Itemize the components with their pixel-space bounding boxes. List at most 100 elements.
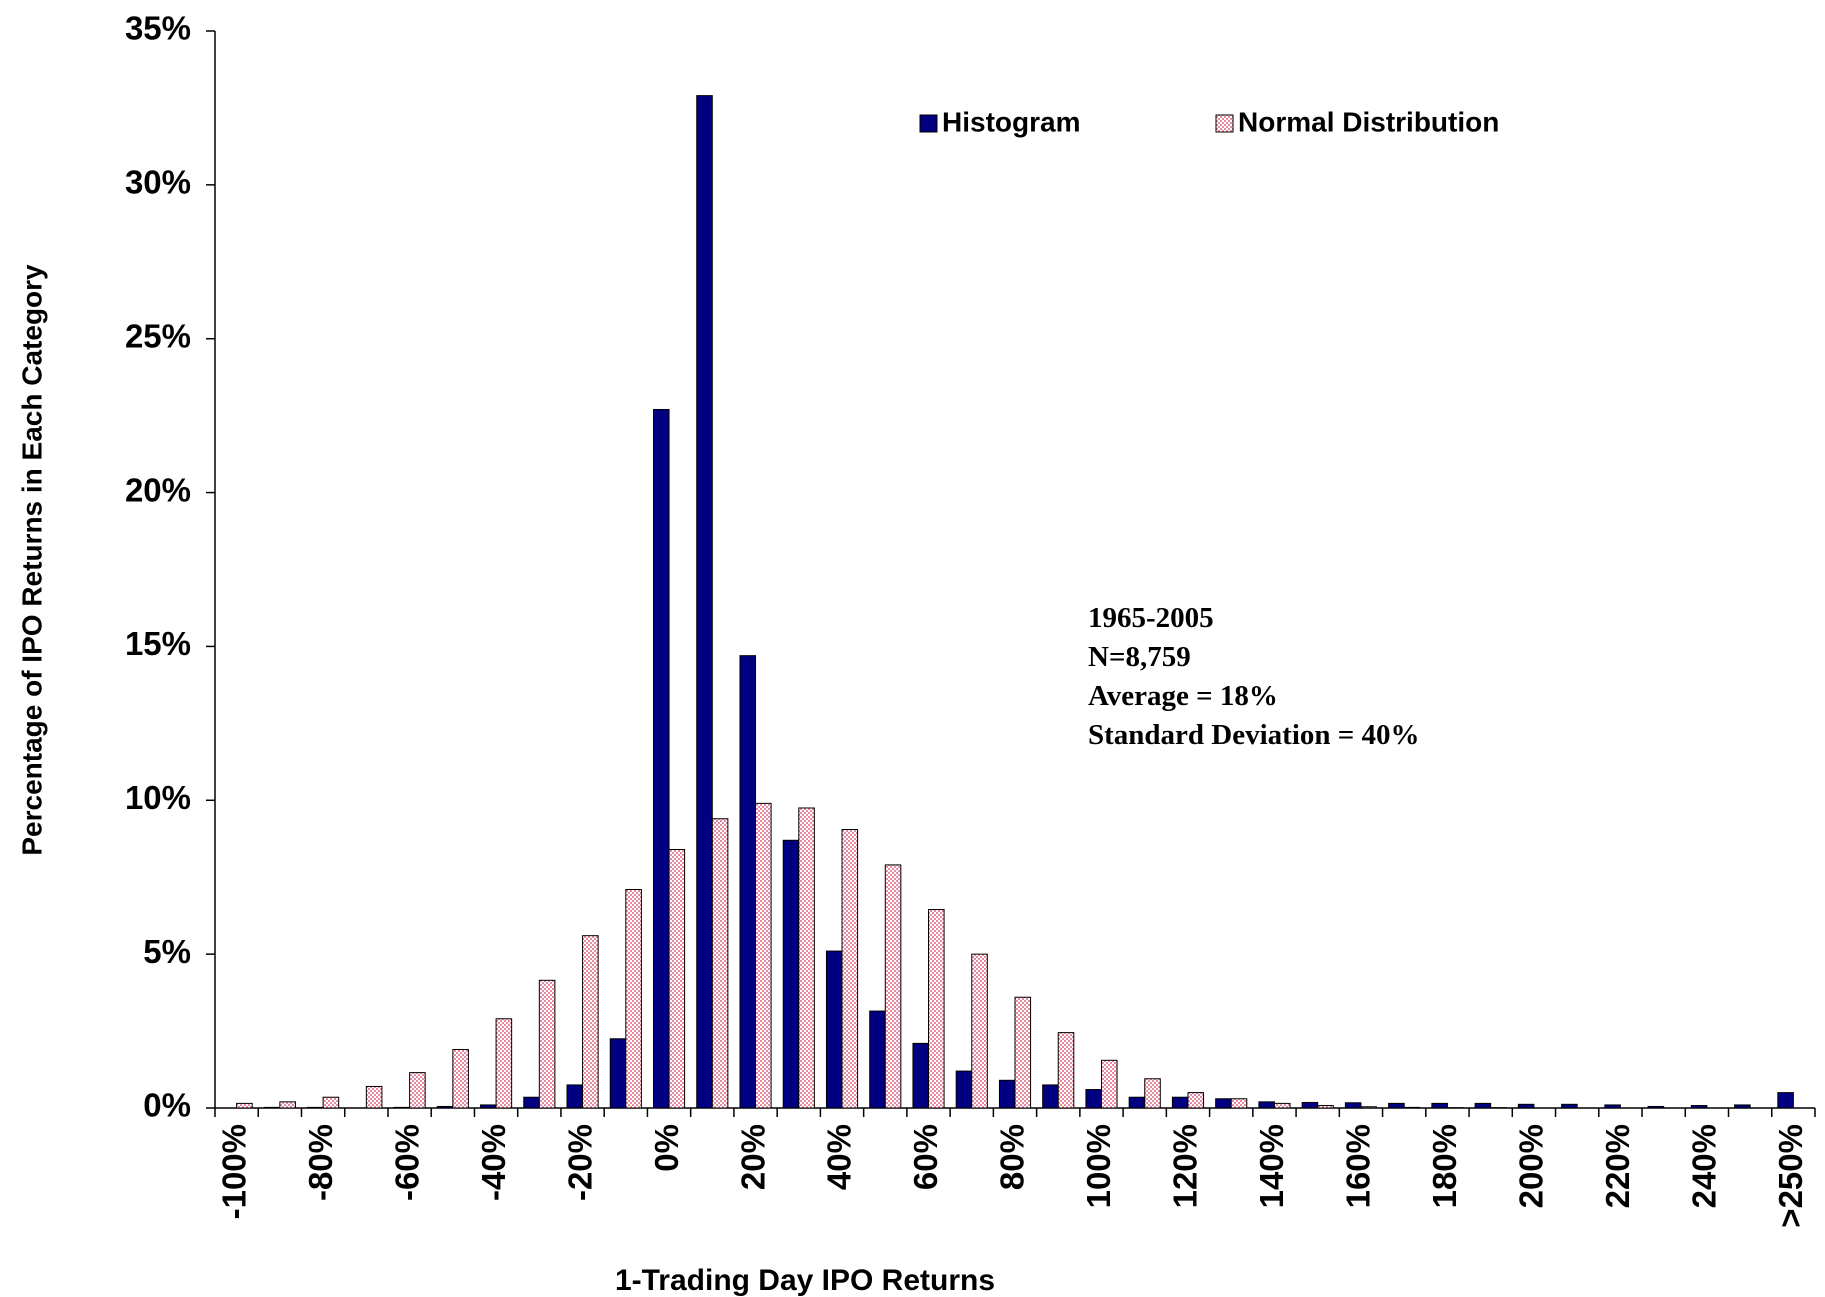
annotation: Standard Deviation = 40% xyxy=(1088,719,1420,751)
bar xyxy=(798,807,815,1109)
y-tick-label: 15% xyxy=(125,625,191,662)
y-tick-label: 5% xyxy=(143,933,191,970)
x-tick-label: -40% xyxy=(475,1124,512,1201)
bar xyxy=(1344,1102,1362,1109)
bar xyxy=(495,1018,513,1109)
bar xyxy=(1388,1102,1405,1109)
x-tick-label: 140% xyxy=(1253,1124,1290,1208)
x-tick-label: 180% xyxy=(1426,1124,1463,1208)
x-tick-label: 120% xyxy=(1167,1124,1204,1208)
x-tick-label: 20% xyxy=(734,1124,771,1190)
x-tick-label: -60% xyxy=(388,1124,425,1201)
bar xyxy=(912,1042,930,1109)
bar xyxy=(1230,1098,1248,1109)
bar xyxy=(1042,1084,1059,1109)
bar xyxy=(1734,1104,1751,1109)
bar xyxy=(1215,1098,1232,1109)
y-tick-label: 30% xyxy=(125,164,191,201)
legend-label: Normal Distribution xyxy=(1238,106,1499,137)
bar xyxy=(955,1070,973,1109)
bar xyxy=(841,829,859,1109)
bar xyxy=(869,1010,886,1109)
x-axis-title: 1-Trading Day IPO Returns xyxy=(615,1264,995,1297)
bar xyxy=(480,1104,497,1109)
x-tick-label: 100% xyxy=(1080,1124,1117,1208)
y-axis-title: Percentage of IPO Returns in Each Catego… xyxy=(16,264,47,856)
bar xyxy=(236,1102,253,1109)
bar xyxy=(1431,1102,1448,1109)
bar xyxy=(1561,1103,1578,1109)
bar xyxy=(739,655,757,1109)
bar xyxy=(1014,996,1032,1109)
y-tick-label: 20% xyxy=(125,471,191,508)
x-tick-label: 80% xyxy=(994,1124,1031,1190)
bar xyxy=(582,935,599,1109)
bar xyxy=(928,909,945,1109)
bar xyxy=(322,1096,340,1109)
bar xyxy=(755,802,772,1109)
x-tick-label: 220% xyxy=(1599,1124,1636,1208)
bar xyxy=(652,408,670,1109)
annotation: N=8,759 xyxy=(1088,641,1191,673)
bar xyxy=(782,839,800,1109)
bar xyxy=(625,889,642,1109)
bar xyxy=(452,1049,469,1109)
x-tick-label: 240% xyxy=(1686,1124,1723,1208)
x-tick-label: 0% xyxy=(648,1124,685,1172)
bar xyxy=(998,1079,1016,1109)
y-tick-label: 35% xyxy=(125,10,191,47)
bar xyxy=(1273,1102,1291,1109)
bar xyxy=(1604,1104,1621,1109)
bar xyxy=(307,1106,324,1109)
bar xyxy=(1187,1092,1205,1109)
x-tick-label: 200% xyxy=(1513,1124,1550,1208)
x-tick-label: >250% xyxy=(1772,1124,1809,1228)
bar xyxy=(1085,1089,1102,1109)
x-tick-label: -80% xyxy=(302,1124,339,1201)
bar xyxy=(1258,1101,1275,1109)
annotation: Average = 18% xyxy=(1088,680,1278,712)
x-tick-label: -100% xyxy=(215,1124,252,1219)
bar xyxy=(1100,1059,1118,1109)
x-tick-label: 40% xyxy=(821,1124,858,1190)
y-tick-label: 10% xyxy=(125,779,191,816)
legend-swatch xyxy=(919,114,938,133)
bar xyxy=(1171,1096,1189,1109)
annotation: 1965-2005 xyxy=(1088,602,1214,634)
bar xyxy=(566,1084,584,1109)
bar xyxy=(884,864,902,1109)
legend-label: Histogram xyxy=(942,106,1080,137)
bar xyxy=(436,1105,454,1109)
bar xyxy=(1317,1105,1334,1109)
bar xyxy=(825,950,843,1109)
legend-swatch xyxy=(1215,114,1234,133)
bar xyxy=(1647,1105,1665,1109)
bar xyxy=(1777,1092,1794,1109)
bar xyxy=(668,849,686,1109)
bar xyxy=(696,95,713,1109)
bar xyxy=(971,953,988,1109)
bar xyxy=(609,1038,627,1109)
bar xyxy=(1474,1102,1492,1109)
y-tick-label: 0% xyxy=(143,1087,191,1124)
bar xyxy=(393,1106,411,1109)
bar xyxy=(1690,1105,1708,1109)
bar xyxy=(1144,1078,1161,1109)
bar xyxy=(365,1085,383,1109)
bar xyxy=(1057,1032,1075,1109)
x-tick-label: -20% xyxy=(561,1124,598,1201)
bar xyxy=(1517,1103,1535,1109)
y-tick-label: 25% xyxy=(125,317,191,354)
bar xyxy=(1128,1096,1146,1109)
bar xyxy=(1301,1101,1319,1109)
bar xyxy=(1403,1106,1421,1109)
bar xyxy=(409,1072,426,1109)
x-tick-label: 60% xyxy=(907,1124,944,1190)
bar xyxy=(279,1101,296,1109)
bar xyxy=(711,818,729,1109)
bar xyxy=(538,979,556,1109)
bar xyxy=(523,1096,540,1109)
bar xyxy=(1360,1106,1378,1109)
x-tick-label: 160% xyxy=(1340,1124,1377,1208)
